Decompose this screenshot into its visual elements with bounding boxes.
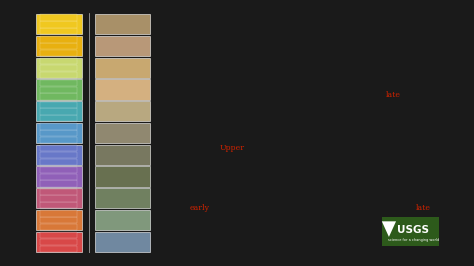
Bar (40, 189, 77, 195)
Bar (36, 57, 82, 78)
Text: ____: ____ (386, 65, 401, 73)
Text: science for a changing world: science for a changing world (388, 238, 439, 242)
Bar (95, 123, 150, 143)
Text: of the informal Mason coal bed. [: of the informal Mason coal bed. [ (172, 140, 304, 148)
Bar (36, 14, 82, 34)
Bar (95, 188, 150, 209)
Polygon shape (382, 221, 396, 237)
Bar (95, 14, 150, 34)
Bar (40, 145, 77, 151)
Bar (40, 210, 77, 217)
Text: Pleistocene deposit. [: Pleistocene deposit. [ (187, 195, 275, 203)
Bar (40, 80, 77, 86)
Text: Granitic rocks intruded the Menominee Group in the: Granitic rocks intruded the Menominee Gr… (172, 65, 386, 73)
Bar (40, 159, 77, 165)
Bar (40, 115, 77, 121)
Text: The: The (172, 204, 190, 212)
Text: ____: ____ (172, 195, 187, 203)
Bar (40, 232, 77, 238)
Bar (95, 101, 150, 121)
Bar (95, 36, 150, 56)
Text: Pleistocene terrace deposit lies 100 feet above the: Pleistocene terrace deposit lies 100 fee… (210, 204, 416, 212)
Bar (40, 50, 77, 56)
Bar (40, 196, 77, 202)
Text: The: The (172, 177, 190, 185)
Text: The Middle-: The Middle- (172, 144, 220, 152)
Text: Pennsylvanian boundary is placed at the top: Pennsylvanian boundary is placed at the … (235, 122, 414, 130)
Text: Pennsylvanian boundary is placed at the top: Pennsylvanian boundary is placed at the … (245, 144, 424, 152)
Bar (40, 86, 77, 93)
Bar (40, 72, 77, 78)
Bar (382, 217, 439, 246)
Bar (40, 224, 77, 230)
Text: Mesoproterozoic. [: Mesoproterozoic. [ (172, 83, 246, 91)
Text: (fill in the blank), continued: (fill in the blank), continued (239, 38, 366, 48)
Bar (95, 232, 150, 252)
Text: late: late (416, 204, 431, 212)
Bar (40, 239, 77, 245)
Text: ____: ____ (190, 177, 205, 185)
Text: early: early (190, 204, 210, 212)
Bar (36, 79, 82, 100)
Text: ____: ____ (220, 122, 235, 130)
Bar (40, 102, 77, 108)
Bar (36, 232, 82, 252)
Bar (36, 36, 82, 56)
Text: upper or late?: upper or late? (246, 83, 302, 91)
Bar (40, 130, 77, 136)
Text: ]: ] (389, 195, 392, 203)
Bar (40, 137, 77, 143)
Bar (36, 166, 82, 187)
Text: lower or early/upper or late?: lower or early/upper or late? (275, 195, 389, 203)
Bar (36, 123, 82, 143)
Bar (40, 93, 77, 100)
Bar (40, 108, 77, 115)
Bar (40, 58, 77, 64)
Bar (40, 152, 77, 158)
Bar (40, 180, 77, 187)
Text: late: late (386, 91, 401, 99)
Text: Pleistocene deposit.: Pleistocene deposit. (172, 222, 252, 230)
Bar (36, 210, 82, 230)
Text: Mesoproterozoic.: Mesoproterozoic. (172, 109, 241, 117)
Bar (40, 21, 77, 28)
Text: of the informal Mason coal bed.: of the informal Mason coal bed. (172, 162, 298, 170)
Bar (36, 145, 82, 165)
Bar (95, 57, 150, 78)
Text: Granitic rocks intruded the Menominee Group in the: Granitic rocks intruded the Menominee Gr… (172, 91, 386, 99)
Bar (40, 28, 77, 34)
Bar (40, 217, 77, 223)
Text: Pleistocene terrace deposit lies 100 feet above the: Pleistocene terrace deposit lies 100 fee… (205, 177, 409, 185)
Bar (40, 14, 77, 21)
Bar (40, 43, 77, 49)
Bar (40, 202, 77, 209)
Text: ]: ] (364, 140, 367, 148)
Bar (40, 246, 77, 252)
Bar (36, 188, 82, 209)
Bar (40, 174, 77, 180)
Bar (95, 210, 150, 230)
Bar (95, 79, 150, 100)
Bar (40, 167, 77, 173)
Bar (40, 36, 77, 43)
Text: Examples of position vs. age: Examples of position vs. age (218, 22, 387, 35)
Bar (95, 166, 150, 187)
Text: Upper: Upper (220, 144, 245, 152)
Bar (40, 123, 77, 130)
Text: The Middle-: The Middle- (172, 122, 220, 130)
Bar (36, 101, 82, 121)
Bar (40, 65, 77, 71)
Bar (95, 145, 150, 165)
Text: Upper or Late?: Upper or Late? (304, 140, 364, 148)
Text: ]: ] (302, 83, 305, 91)
Text: USGS: USGS (397, 225, 429, 235)
